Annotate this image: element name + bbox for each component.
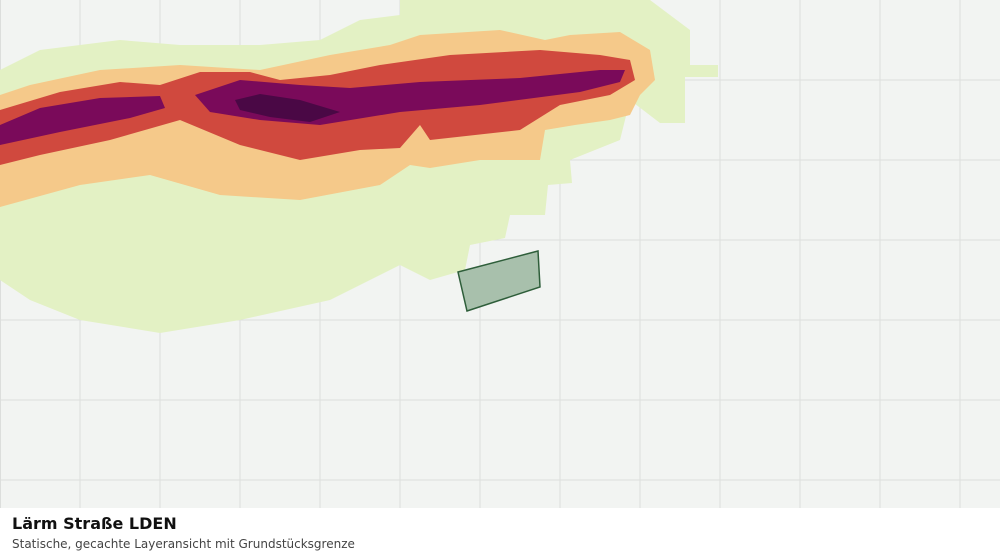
map <box>0 0 1000 508</box>
layer-subtitle: Statische, gecachte Layeransicht mit Gru… <box>12 537 355 551</box>
layer-title: Lärm Straße LDEN <box>12 514 177 533</box>
parcel-boundary <box>457 250 541 312</box>
noise-zone-extreme <box>235 94 340 122</box>
footer: Lärm Straße LDEN Statische, gecachte Lay… <box>0 508 1000 560</box>
